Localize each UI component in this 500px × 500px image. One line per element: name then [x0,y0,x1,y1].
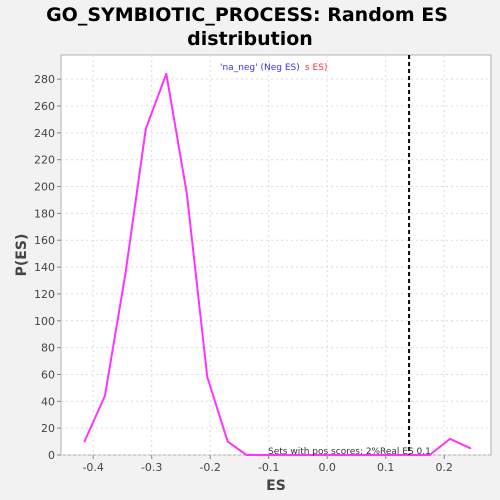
data-point [206,376,209,378]
y-tick-label: 120 [34,288,55,301]
x-tick-label: 0.0 [318,461,336,474]
legend-neg-label: 'na_neg' (Neg ES) [220,63,300,73]
x-tick-label: -0.3 [141,461,162,474]
x-tick-label: -0.4 [82,461,103,474]
y-axis-label: P(ES) [14,234,30,277]
chart-title-line-1: GO_SYMBIOTIC_PROCESS: Random ES [46,4,448,26]
data-point [346,454,349,456]
data-point [83,440,86,443]
y-axis: 0 20 40 60 80 100 120 140 160 180 200 220 240 260 280 [34,73,61,462]
data-point [449,438,451,440]
x-tick-label: 0.2 [435,461,453,474]
x-axis-label: ES [266,478,286,494]
legend-pos-label: s ES) [305,63,327,73]
pos-scores-annotation: Sets with pos scores: 2% [268,447,381,457]
real-es-annotation: Real ES 0.1 [380,447,431,457]
chart-title-line-2: distribution [187,28,313,50]
x-axis: -0.4 -0.3 -0.2 -0.1 0.0 0.1 0.2 [82,455,453,474]
data-point [285,454,288,456]
y-tick-label: 140 [34,261,55,274]
data-point [185,192,188,195]
y-tick-label: 20 [41,422,55,435]
x-tick-label: -0.2 [199,461,220,474]
y-tick-label: 260 [34,100,55,113]
x-tick-label: -0.1 [258,461,279,474]
y-tick-label: 220 [34,154,55,167]
y-tick-label: 60 [41,368,55,381]
data-point [124,272,127,275]
data-point [367,454,369,456]
y-tick-label: 40 [41,395,55,408]
x-tick-label: 0.1 [377,461,395,474]
y-tick-label: 200 [34,181,55,194]
data-point [226,440,229,443]
y-tick-label: 180 [34,207,55,220]
data-point [469,447,472,450]
y-tick-label: 100 [34,315,55,328]
grid [61,55,491,456]
data-point [387,454,390,456]
y-tick-label: 160 [34,234,55,247]
y-tick-label: 240 [34,127,55,140]
y-tick-label: 280 [34,73,55,86]
data-point [245,454,248,456]
data-point [145,128,147,130]
data-point [326,454,328,456]
data-point [428,454,431,456]
data-point [266,454,268,456]
data-point [305,454,308,456]
data-point [165,72,168,75]
plot-area [60,54,492,456]
y-tick-label: 80 [41,342,55,355]
y-tick-label: 0 [48,449,55,462]
data-point [104,395,106,397]
es-distribution-line [83,72,471,456]
series-layer [83,72,472,456]
